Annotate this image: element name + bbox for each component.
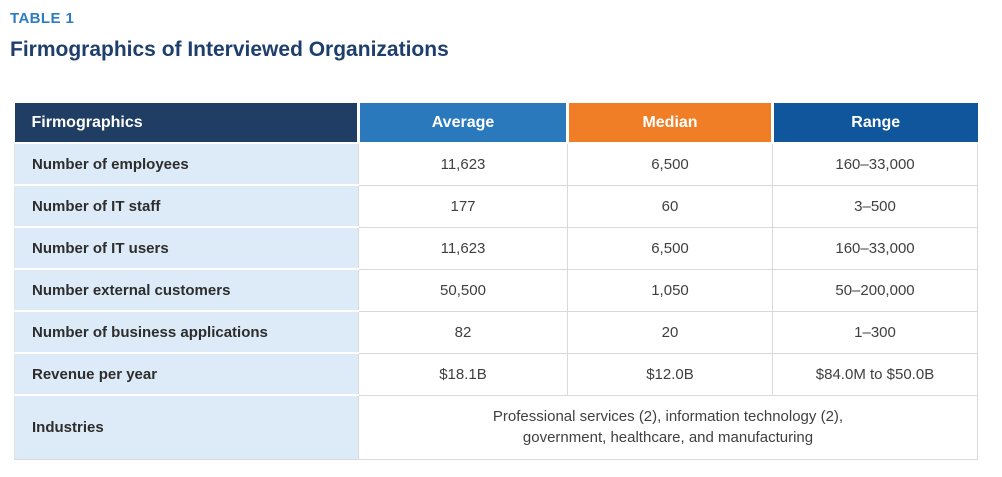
column-header-median: Median bbox=[566, 103, 773, 144]
cell-median: 60 bbox=[567, 184, 773, 228]
cell-average: 177 bbox=[358, 184, 568, 228]
row-label: Number of IT staff bbox=[14, 184, 359, 228]
cell-median: 1,050 bbox=[567, 268, 773, 312]
table-header-row: Firmographics Average Median Range bbox=[14, 103, 978, 144]
cell-median: 6,500 bbox=[567, 142, 773, 186]
cell-range: 160–33,000 bbox=[772, 226, 978, 270]
table-row: Number external customers 50,500 1,050 5… bbox=[14, 268, 978, 312]
cell-median: 6,500 bbox=[567, 226, 773, 270]
cell-average: $18.1B bbox=[358, 352, 568, 396]
cell-range: 50–200,000 bbox=[772, 268, 978, 312]
cell-range: $84.0M to $50.0B bbox=[772, 352, 978, 396]
cell-average: 11,623 bbox=[358, 142, 568, 186]
cell-range: 160–33,000 bbox=[772, 142, 978, 186]
cell-average: 11,623 bbox=[358, 226, 568, 270]
table-row: Number of IT staff 177 60 3–500 bbox=[14, 184, 978, 228]
column-header-firmographics: Firmographics bbox=[14, 103, 359, 144]
cell-median: 20 bbox=[567, 310, 773, 354]
table-number-label: TABLE 1 bbox=[10, 10, 75, 27]
table-row: Number of business applications 82 20 1–… bbox=[14, 310, 978, 354]
cell-average: 50,500 bbox=[358, 268, 568, 312]
cell-industries: Professional services (2), information t… bbox=[358, 394, 978, 460]
column-header-average: Average bbox=[357, 103, 568, 144]
table-row: Revenue per year $18.1B $12.0B $84.0M to… bbox=[14, 352, 978, 396]
firmographics-table: Firmographics Average Median Range Numbe… bbox=[14, 103, 978, 460]
table-row: Number of IT users 11,623 6,500 160–33,0… bbox=[14, 226, 978, 270]
page-title: Firmographics of Interviewed Organizatio… bbox=[10, 38, 449, 61]
row-label: Number external customers bbox=[14, 268, 359, 312]
report-page: TABLE 1 Firmographics of Interviewed Org… bbox=[10, 10, 978, 460]
row-label: Number of employees bbox=[14, 143, 359, 186]
column-header-range: Range bbox=[771, 103, 978, 144]
industries-value: Professional services (2), information t… bbox=[492, 408, 844, 446]
row-label: Number of business applications bbox=[14, 310, 359, 354]
table-row: Number of employees 11,623 6,500 160–33,… bbox=[14, 142, 978, 186]
row-label: Number of IT users bbox=[14, 226, 359, 270]
cell-average: 82 bbox=[358, 310, 568, 354]
cell-range: 1–300 bbox=[772, 310, 978, 354]
cell-range: 3–500 bbox=[772, 184, 978, 228]
table-row-industries: Industries Professional services (2), in… bbox=[14, 394, 978, 460]
row-label: Revenue per year bbox=[14, 352, 359, 396]
row-label: Industries bbox=[14, 394, 359, 460]
cell-median: $12.0B bbox=[567, 352, 773, 396]
